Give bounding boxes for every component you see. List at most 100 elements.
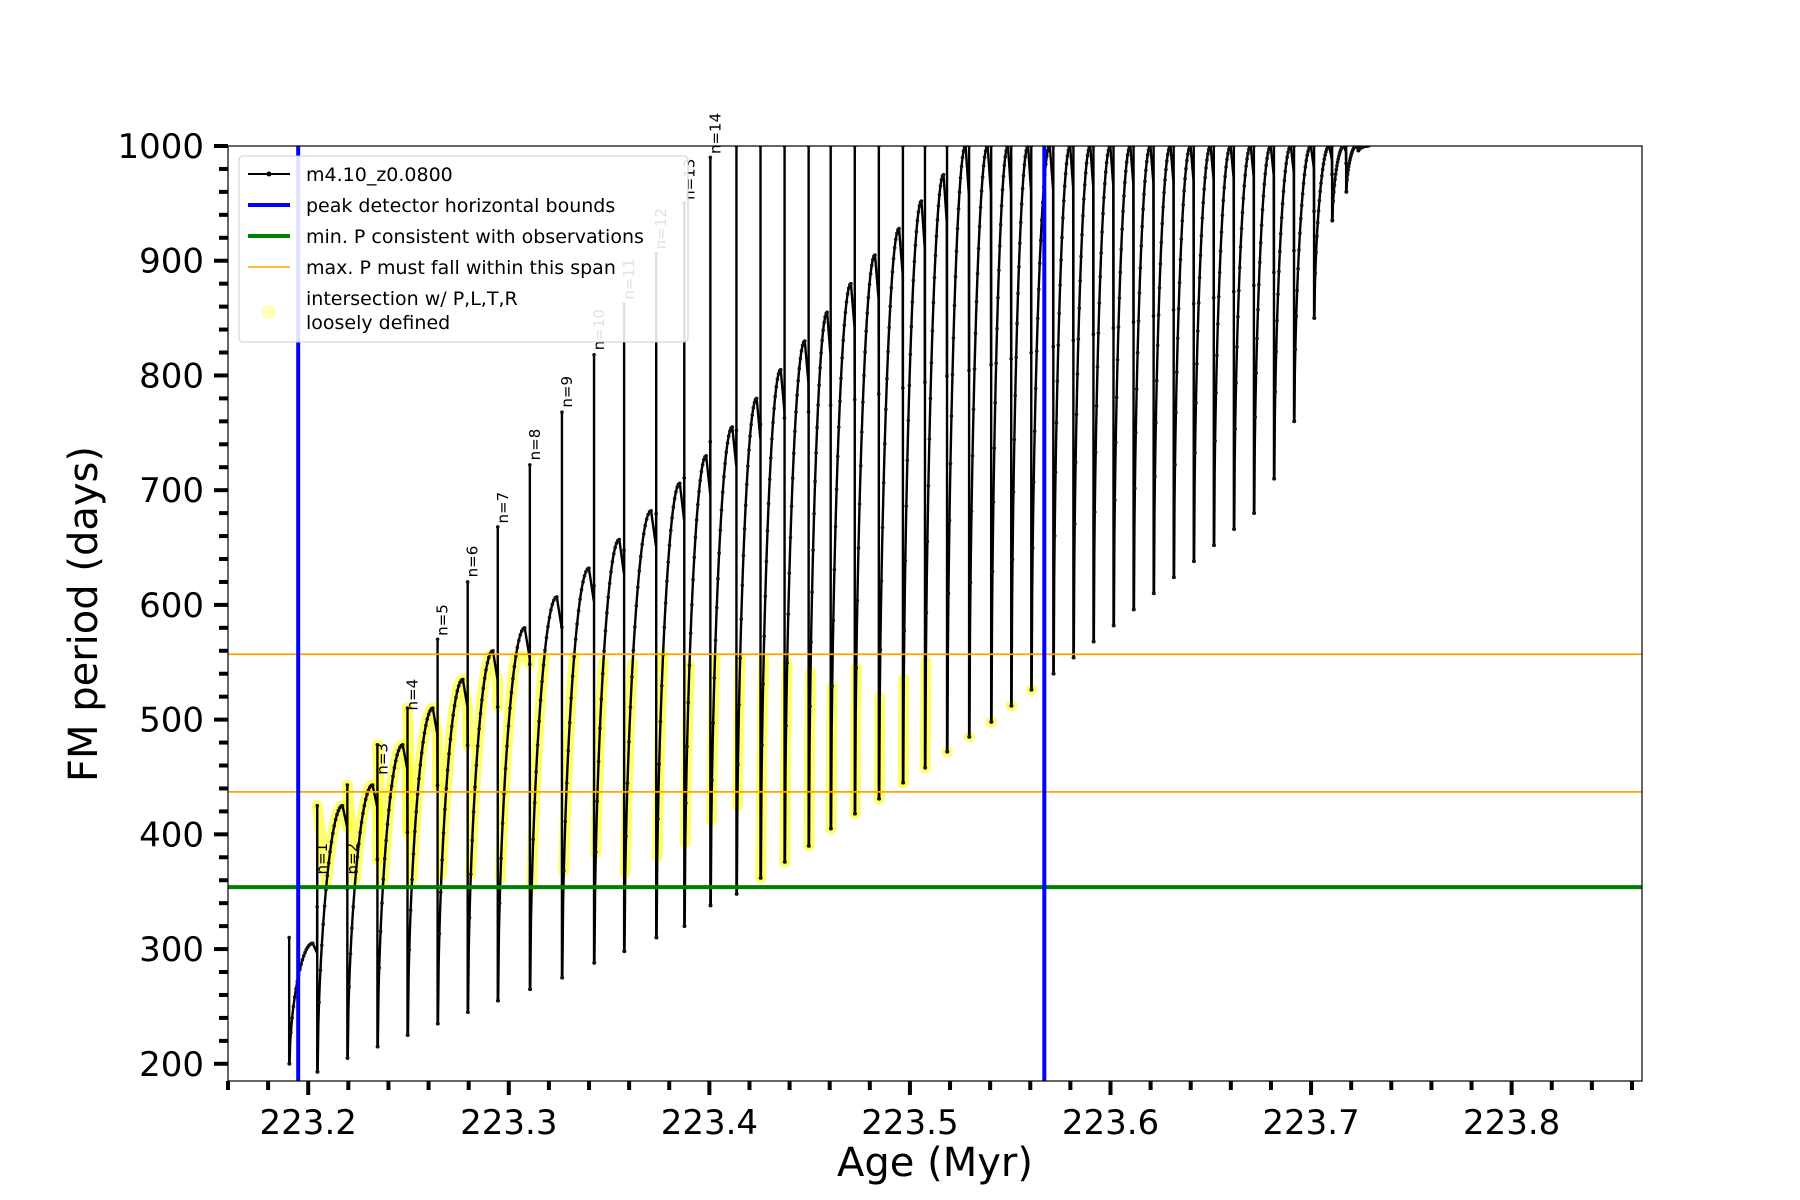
model-point <box>694 518 699 522</box>
model-point <box>340 803 345 808</box>
model-point <box>772 406 776 411</box>
model-point <box>1318 189 1323 194</box>
model-point <box>646 512 650 517</box>
model-point <box>893 237 898 242</box>
model-point <box>889 286 894 290</box>
model-point <box>1140 224 1144 229</box>
model-point <box>1155 343 1160 348</box>
model-point <box>1180 219 1185 223</box>
model-point <box>1243 173 1248 177</box>
model-point <box>1279 215 1284 220</box>
model-point <box>1252 511 1257 515</box>
model-point <box>657 762 661 766</box>
model-point <box>582 574 587 578</box>
model-point <box>1152 591 1156 596</box>
model-point <box>1083 171 1088 175</box>
model-point <box>932 275 937 280</box>
model-point <box>959 164 964 169</box>
model-point <box>831 618 836 623</box>
model-point <box>607 581 612 586</box>
model-point <box>1055 379 1060 384</box>
model-point <box>512 664 517 669</box>
model-point <box>821 328 825 333</box>
model-point <box>1218 249 1223 253</box>
model-point <box>631 648 636 653</box>
model-point <box>1237 265 1242 270</box>
model-point <box>685 744 689 749</box>
model-point <box>764 559 769 564</box>
model-point <box>751 405 756 410</box>
model-point <box>846 286 851 291</box>
model-point <box>1056 343 1061 347</box>
model-point <box>778 367 783 372</box>
model-point <box>1017 265 1021 269</box>
model-point <box>465 580 470 584</box>
model-point <box>1125 153 1130 157</box>
model-point <box>717 551 721 555</box>
model-point <box>522 626 527 630</box>
model-point <box>322 904 327 908</box>
model-point <box>496 998 500 1003</box>
model-point <box>886 349 890 354</box>
model-point <box>1315 234 1319 239</box>
model-point <box>710 778 714 783</box>
model-point <box>1096 331 1101 335</box>
model-point <box>395 753 399 757</box>
model-point <box>332 824 337 828</box>
model-point <box>1059 258 1063 262</box>
pulse-label: n=3 <box>373 743 391 775</box>
model-point <box>503 766 508 771</box>
model-point <box>1263 172 1268 176</box>
model-point <box>1065 154 1070 158</box>
model-point <box>477 726 481 731</box>
model-point <box>693 535 698 540</box>
model-point <box>794 410 798 414</box>
model-point <box>688 631 693 636</box>
model-point <box>1159 240 1164 245</box>
model-point <box>1135 350 1140 355</box>
model-point <box>724 450 729 455</box>
model-point <box>381 877 386 882</box>
model-point <box>562 868 566 873</box>
model-point <box>840 356 844 360</box>
model-point <box>1223 174 1227 179</box>
model-point <box>396 748 401 753</box>
model-point <box>839 376 843 381</box>
model-point <box>711 721 715 725</box>
model-point <box>417 776 421 781</box>
model-point <box>1273 389 1278 394</box>
model-point <box>331 831 335 836</box>
model-point <box>300 957 305 962</box>
model-point <box>411 852 416 856</box>
model-point <box>1316 209 1321 213</box>
model-point <box>329 840 334 844</box>
model-point <box>497 901 502 906</box>
model-point <box>970 454 975 458</box>
model-point <box>929 360 934 365</box>
model-point <box>785 661 789 665</box>
model-point <box>649 509 653 513</box>
model-point <box>388 795 393 800</box>
model-point <box>820 338 824 343</box>
model-point <box>954 249 959 253</box>
model-point <box>1037 261 1042 266</box>
model-point <box>979 189 984 193</box>
model-point <box>915 218 920 223</box>
model-point <box>1154 420 1158 425</box>
model-point <box>950 372 955 377</box>
model-point <box>798 356 803 361</box>
model-point <box>759 876 763 880</box>
model-point <box>1164 167 1168 172</box>
model-point <box>531 837 536 842</box>
model-point <box>1314 250 1318 255</box>
model-point <box>829 826 833 831</box>
model-point <box>1183 177 1187 181</box>
legend-swatch-model-marker <box>266 171 272 177</box>
model-point <box>1333 172 1338 176</box>
model-point <box>697 489 701 494</box>
model-point <box>1236 314 1240 319</box>
model-point <box>437 931 442 936</box>
model-point <box>895 231 899 236</box>
model-point <box>599 697 604 702</box>
model-point <box>1093 450 1098 455</box>
